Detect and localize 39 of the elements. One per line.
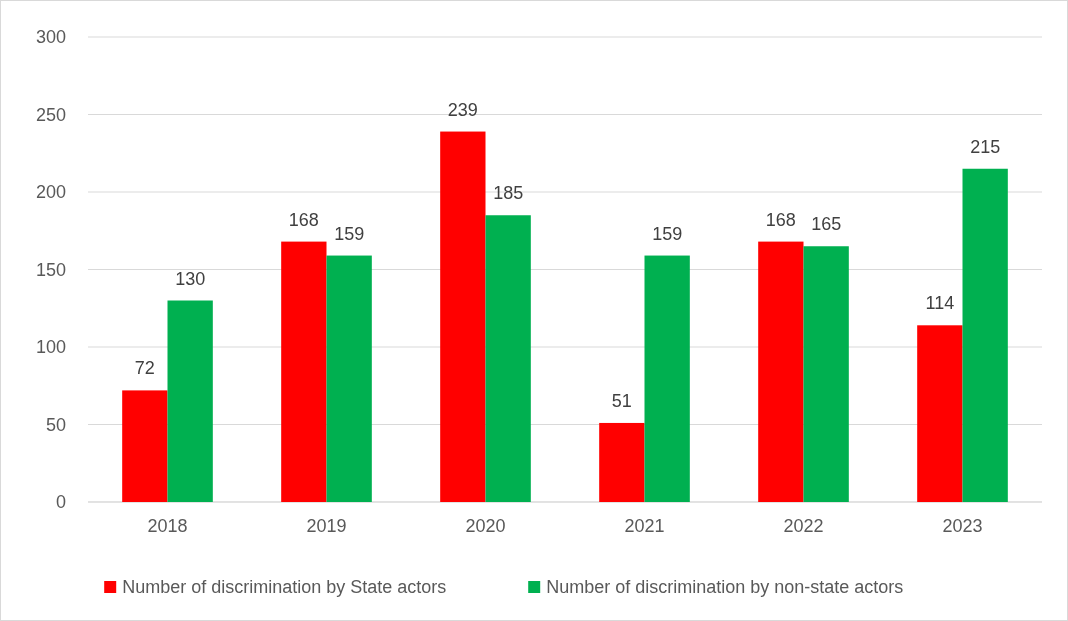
legend-label: Number of discrimination by non-state actors [546, 577, 904, 598]
bar [599, 422, 645, 502]
bar [326, 255, 372, 502]
bar [167, 300, 213, 502]
data-label: 168 [765, 209, 796, 230]
y-tick-label: 50 [45, 414, 66, 435]
y-tick-label: 300 [35, 27, 66, 48]
data-label: 215 [970, 136, 1001, 157]
data-label: 130 [175, 268, 206, 289]
y-tick-label: 250 [35, 104, 66, 125]
x-tick-label: 2020 [465, 516, 506, 536]
bar [644, 255, 690, 502]
y-tick-label: 0 [55, 492, 66, 513]
data-label: 185 [493, 183, 524, 204]
x-tick-label: 2023 [942, 516, 983, 536]
bar [440, 131, 486, 502]
y-tick-label: 100 [35, 337, 66, 358]
data-label: 168 [288, 209, 319, 230]
data-label: 165 [811, 214, 842, 235]
data-label: 72 [134, 358, 155, 379]
bar [485, 215, 531, 502]
bar [281, 241, 327, 502]
data-label: 239 [447, 99, 478, 120]
y-tick-label: 200 [35, 182, 66, 203]
bar [917, 325, 963, 502]
legend-label: Number of discrimination by State actors [122, 577, 447, 598]
x-tick-label: 2018 [147, 516, 188, 536]
x-tick-label: 2019 [306, 516, 347, 536]
data-label: 159 [334, 223, 365, 244]
data-label: 51 [611, 390, 632, 411]
data-label: 159 [652, 223, 683, 244]
bar [758, 241, 804, 502]
x-tick-label: 2021 [624, 516, 665, 536]
bar [122, 390, 168, 502]
data-label: 114 [925, 293, 955, 314]
bar [803, 246, 849, 502]
x-tick-label: 2022 [783, 516, 824, 536]
bar [962, 168, 1008, 502]
y-tick-label: 150 [35, 259, 66, 280]
